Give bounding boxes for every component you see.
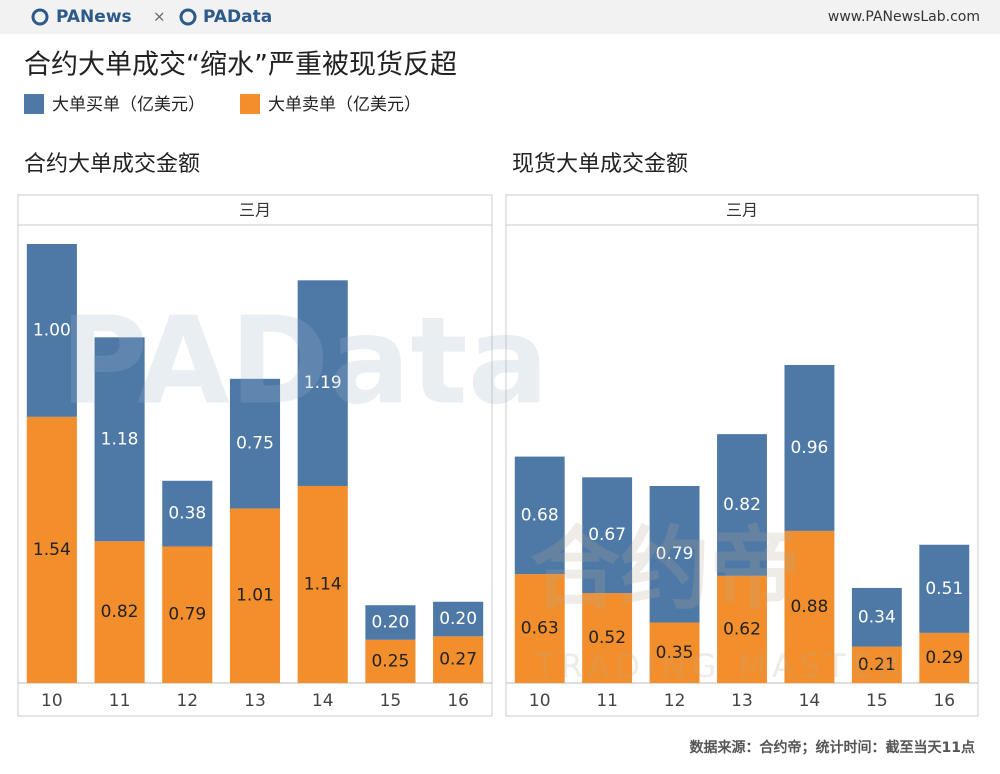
bar-segment <box>365 605 416 640</box>
data-label: 0.51 <box>925 579 963 599</box>
x-tick-label: 10 <box>529 691 551 711</box>
data-label: 0.82 <box>723 495 761 515</box>
legend-label: 大单买单（亿美元） <box>52 95 205 115</box>
brand-icon <box>31 8 49 26</box>
data-label: 0.79 <box>168 605 206 625</box>
data-label: 1.00 <box>33 320 71 340</box>
brand: PANews <box>56 7 132 27</box>
bar-segment <box>582 593 633 683</box>
brand: PAData <box>203 7 272 27</box>
url: www.PANewsLab.com <box>828 9 980 25</box>
bar-segment <box>919 632 970 683</box>
panel-frame <box>505 194 979 717</box>
data-label: 0.25 <box>371 651 409 671</box>
bar-segment <box>26 416 77 683</box>
data-label: 0.38 <box>168 504 206 524</box>
bar-segment <box>297 485 348 683</box>
x-tick-label: 12 <box>176 691 198 711</box>
x-tick-label: 10 <box>41 691 63 711</box>
watermark-text: 合约帝 <box>530 517 800 622</box>
bar-segment <box>649 485 700 623</box>
x-tick-label: 14 <box>799 691 821 711</box>
data-label: 1.01 <box>236 586 274 606</box>
data-label: 0.27 <box>439 650 477 670</box>
watermark-text: PAData <box>60 293 549 432</box>
watermark-text: TRADING MASTER <box>534 647 906 685</box>
x-tick-label: 13 <box>731 691 753 711</box>
data-label: 1.19 <box>304 373 342 393</box>
legend-swatch <box>24 94 44 114</box>
bar-segment <box>365 639 416 683</box>
bar-segment <box>297 280 348 486</box>
data-label: 0.52 <box>588 628 626 648</box>
x-tick-label: 15 <box>380 691 402 711</box>
top-bar <box>0 0 1000 34</box>
x-tick-label: 14 <box>312 691 334 711</box>
data-label: 0.75 <box>236 434 274 454</box>
data-label: 0.63 <box>521 619 559 639</box>
legend-label: 大单卖单（亿美元） <box>268 95 421 115</box>
bar-segment <box>94 541 145 683</box>
facet-label: 三月 <box>239 201 271 220</box>
x-tick-label: 11 <box>109 691 131 711</box>
data-label: 1.18 <box>101 429 139 449</box>
brand-icon <box>179 8 197 26</box>
bar-segment <box>649 622 700 683</box>
separator: × <box>153 8 166 26</box>
data-label: 0.62 <box>723 619 761 639</box>
bar-segment <box>717 434 767 576</box>
bar-segment <box>162 546 213 683</box>
data-label: 0.79 <box>656 544 694 564</box>
bar-segment <box>514 574 565 683</box>
data-label: 0.88 <box>790 597 828 617</box>
bar-segment <box>582 477 633 594</box>
data-label: 1.14 <box>304 574 342 594</box>
bar-segment <box>717 575 767 683</box>
data-label: 0.82 <box>101 602 139 622</box>
x-tick-label: 16 <box>447 691 469 711</box>
bar-segment <box>784 530 835 683</box>
data-label: 0.68 <box>521 505 559 525</box>
x-tick-label: 16 <box>933 691 955 711</box>
source: 数据来源：合约帝；统计时间：截至当天11点 <box>690 739 975 756</box>
facet-label: 三月 <box>726 201 758 220</box>
data-label: 1.54 <box>33 540 71 560</box>
data-label: 0.20 <box>371 613 409 633</box>
bar-segment <box>229 508 281 683</box>
bar-segment <box>26 244 77 417</box>
data-label: 0.21 <box>858 655 896 675</box>
chart-title: 现货大单成交金额 <box>512 152 688 177</box>
bar-segment <box>433 601 484 637</box>
bar-segment <box>784 364 835 531</box>
watermark: PAData 合约帝 TRADING MASTER <box>60 293 906 685</box>
x-tick-label: 12 <box>664 691 686 711</box>
chart-title: 合约大单成交金额 <box>24 152 200 177</box>
data-label: 0.29 <box>925 648 963 668</box>
data-label: 0.67 <box>588 525 626 545</box>
bar-segment <box>433 636 484 683</box>
x-tick-label: 13 <box>244 691 266 711</box>
legend-swatch <box>240 94 260 114</box>
bar-segment <box>851 646 902 683</box>
panel-frame <box>17 194 493 717</box>
main-title: 合约大单成交“缩水”严重被现货反超 <box>24 50 457 81</box>
bar-segment <box>514 456 565 575</box>
data-label: 0.96 <box>790 438 828 458</box>
bar-segment <box>229 378 281 509</box>
data-label: 0.20 <box>439 609 477 629</box>
data-label: 0.34 <box>858 607 896 627</box>
bar-segment <box>851 587 902 647</box>
bar-segment <box>919 544 970 633</box>
x-tick-label: 15 <box>866 691 888 711</box>
bar-segment <box>162 480 213 547</box>
data-label: 0.35 <box>656 643 694 663</box>
x-tick-label: 11 <box>596 691 618 711</box>
bar-segment <box>94 337 145 542</box>
